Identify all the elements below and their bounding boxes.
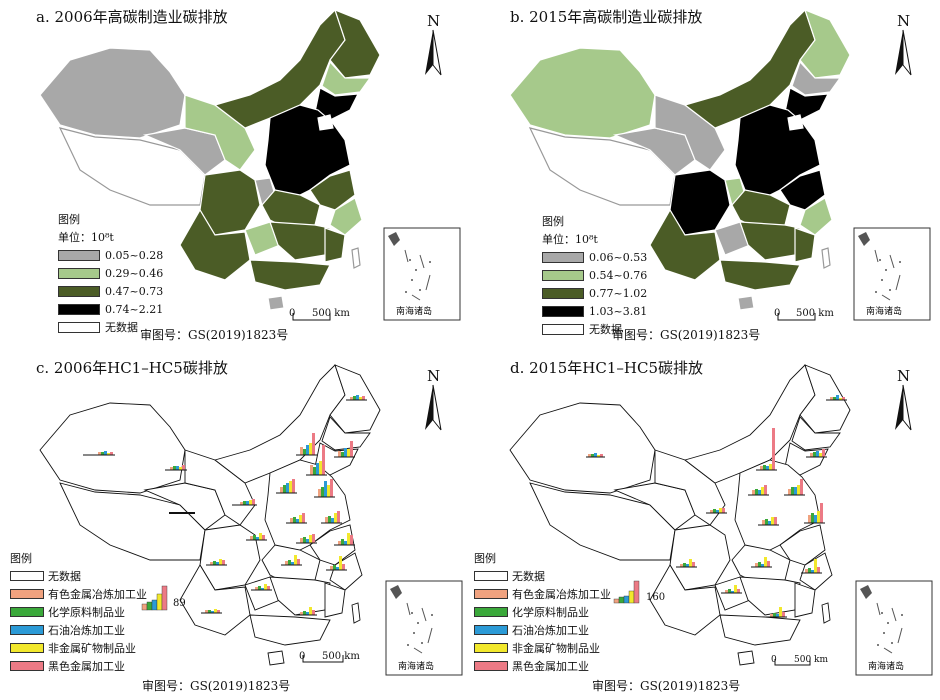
panel-d: d. 2015年HC1–HC5碳排放 — [470, 345, 940, 700]
region-taiwan — [351, 247, 361, 269]
panel-title: c. 2006年HC1–HC5碳排放 — [36, 359, 228, 377]
north-label: N — [897, 12, 910, 30]
north-label: N — [897, 367, 910, 385]
reference-value: 160 — [646, 592, 665, 603]
panel-title: a. 2006年高碳制造业碳排放 — [36, 8, 228, 26]
region-beijing-tianjin — [317, 114, 334, 131]
scale-bar — [774, 659, 811, 666]
map-b: N 南海诸岛 0 500 km — [509, 8, 931, 321]
reference-bars-c — [141, 585, 168, 611]
reference-bars-d — [613, 580, 640, 604]
svg-text:500 km: 500 km — [794, 655, 828, 665]
region-guangxi-guangdong — [249, 259, 331, 291]
region-south-central — [269, 221, 331, 261]
scale-bar — [292, 313, 331, 321]
panel-title: b. 2015年高碳制造业碳排放 — [510, 8, 703, 26]
legend-d: 图例 无数据 有色金属冶炼加工业 化学原料制品业 石油冶炼加工业 非金属矿物制品… — [474, 552, 611, 673]
north-label: N — [427, 12, 440, 30]
legend-a: 图例 单位：10⁸t 0.05~0.28 0.29~0.46 0.47~0.73… — [58, 213, 164, 334]
svg-text:0: 0 — [771, 655, 777, 665]
region-heilongjiang — [329, 8, 381, 79]
inset-frame — [855, 580, 933, 676]
map-c: 89 N 南海诸岛 0 500 km — [39, 364, 463, 676]
svg-text:0: 0 — [289, 308, 295, 319]
bar-groups-c — [83, 395, 367, 616]
panel-title: d. 2015年HC1–HC5碳排放 — [510, 359, 704, 377]
svg-text:500 km: 500 km — [796, 308, 834, 319]
inset-label: 南海诸岛 — [868, 660, 904, 672]
approval-number: 审图号：GS(2019)1823号 — [612, 328, 761, 342]
panel-b: b. 2015年高碳制造业碳排放 — [470, 0, 940, 345]
region-xinjiang — [39, 47, 186, 139]
region-east — [309, 169, 356, 211]
svg-text:500 km: 500 km — [312, 308, 350, 319]
region-yunnan — [179, 208, 251, 281]
svg-text:500 km: 500 km — [322, 651, 360, 662]
svg-text:0: 0 — [299, 651, 305, 662]
north-arrow — [895, 29, 912, 76]
north-arrow — [895, 384, 912, 431]
scale-bar — [302, 655, 344, 663]
region-hainan — [267, 295, 285, 311]
reference-value: 89 — [173, 598, 186, 609]
inset-frame — [853, 227, 931, 321]
legend-c: 图例 无数据 有色金属冶炼加工业 化学原料制品业 石油冶炼加工业 非金属矿物制品… — [10, 552, 147, 673]
bar-groups-d — [586, 395, 847, 618]
region-fujian — [324, 227, 346, 263]
map-d: 160 N 南海诸岛 0 500 km — [509, 364, 933, 676]
inset-label: 南海诸岛 — [866, 305, 902, 317]
legend-b: 图例 单位：10⁸t 0.06~0.53 0.54~0.76 0.77~1.02… — [542, 215, 648, 336]
inset-frame — [385, 580, 463, 676]
scale-bar — [777, 313, 816, 321]
svg-text:0: 0 — [774, 308, 780, 319]
panel-a: a. 2006年高碳制造业碳排放 — [0, 0, 470, 345]
region-zhejiang — [329, 197, 363, 236]
north-arrow — [425, 29, 442, 76]
north-arrow — [425, 384, 442, 431]
approval-number: 审图号：GS(2019)1823号 — [142, 679, 291, 693]
panel-c: c. 2006年HC1–HC5碳排放 — [0, 345, 470, 700]
map-a: N 南海诸岛 0 500 km — [39, 8, 461, 321]
approval-number: 审图号：GS(2019)1823号 — [592, 679, 741, 693]
north-label: N — [427, 367, 440, 385]
region-jilin — [321, 60, 372, 96]
inset-label: 南海诸岛 — [398, 660, 434, 672]
approval-number: 审图号：GS(2019)1823号 — [140, 328, 289, 342]
inset-label: 南海诸岛 — [396, 305, 432, 317]
